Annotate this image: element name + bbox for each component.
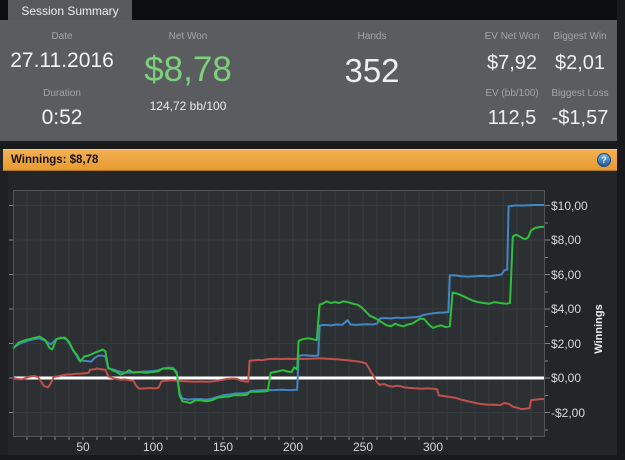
x-tick-label: 250: [352, 440, 374, 454]
series-blue: [12, 204, 545, 401]
winnings-section-title: Winnings: $8,78: [11, 154, 99, 166]
ev-net-won-label: EV Net Won: [484, 31, 540, 42]
net-won-bb100: 124,72 bb/100: [149, 99, 227, 113]
y-tick-label: $10,00: [551, 198, 588, 213]
date-value: 27.11.2016: [10, 49, 114, 72]
y-axis-labels: $10,00 $8,00 $6,00 $4,00 $2,00 $0,00 -$2,00: [551, 190, 611, 440]
x-tick-label: 200: [282, 440, 304, 454]
winnings-section-header[interactable]: Winnings: $8,78 ?: [3, 149, 617, 171]
x-tick-label: 100: [142, 440, 164, 454]
x-tick-label: 150: [212, 440, 234, 454]
tab-session-summary[interactable]: Session Summary: [8, 0, 132, 23]
net-won-value: $8,78: [144, 50, 232, 89]
y-tick-label: -$2,00: [551, 405, 586, 420]
y-tick-label: $4,00: [551, 302, 582, 316]
biggest-win-value: $2,01: [554, 52, 606, 74]
hands-label: Hands: [357, 31, 387, 42]
summary-header-panel: [0, 20, 625, 141]
duration-value: 0:52: [41, 106, 83, 129]
duration-label: Duration: [43, 88, 81, 99]
right-edge-border: [617, 0, 625, 460]
y-tick-label: $0,00: [551, 371, 582, 385]
winnings-chart-plot: [9, 190, 550, 440]
x-tick-label: 300: [422, 440, 444, 454]
y-tick-label: $6,00: [551, 267, 582, 282]
info-icon[interactable]: ?: [597, 153, 611, 167]
biggest-win-label: Biggest Win: [553, 31, 607, 42]
y-tick-label: $2,00: [551, 336, 582, 351]
bottom-edge-border: [0, 455, 625, 460]
x-tick-label: 50: [76, 440, 90, 454]
x-axis-labels: 50 100 150 200 250 300: [13, 440, 573, 456]
y-axis-title: Winnings: [593, 304, 605, 354]
chart-left-margin: [0, 171, 8, 455]
ev-bb100-value: 112,5: [487, 107, 537, 129]
date-label: Date: [51, 31, 73, 42]
hands-value: 352: [344, 52, 400, 89]
header-divider: [0, 141, 625, 149]
tab-strip: [0, 0, 625, 20]
ev-bb100-label: EV (bb/100): [485, 88, 539, 99]
ev-net-won-value: $7,92: [486, 52, 538, 74]
y-tick-label: $8,00: [551, 233, 582, 248]
series-green: [12, 225, 546, 404]
series-red: [12, 357, 545, 411]
biggest-loss-value: -$1,57: [551, 107, 609, 129]
net-won-label: Net Won: [168, 31, 208, 42]
biggest-loss-label: Biggest Loss: [551, 88, 609, 99]
